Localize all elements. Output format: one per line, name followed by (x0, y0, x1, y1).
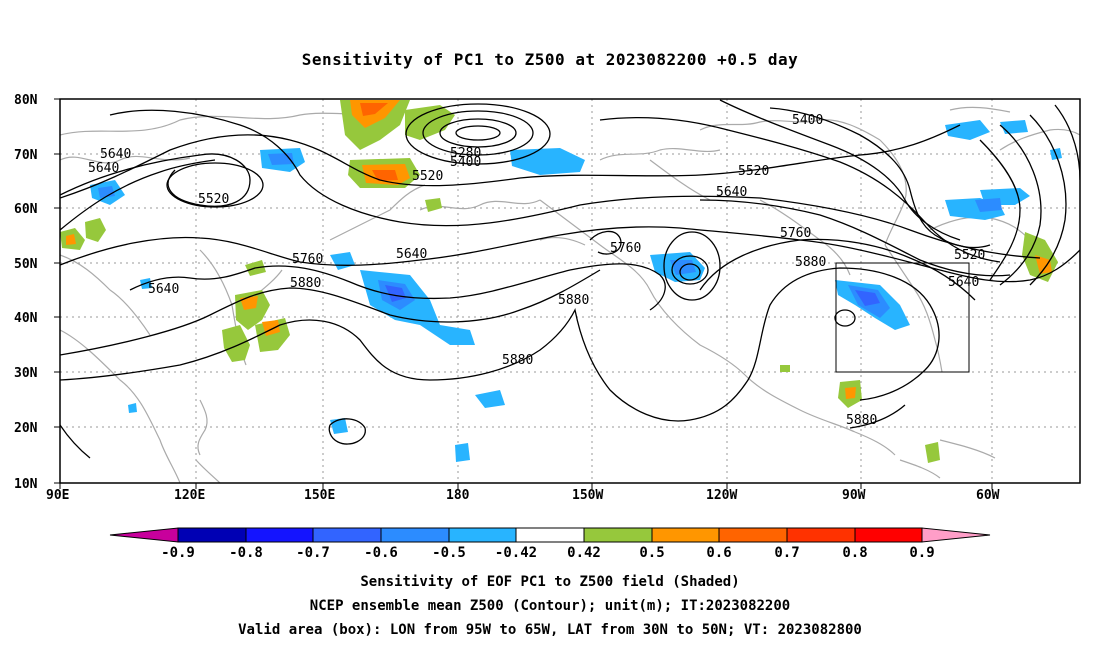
caption-line-2: NCEP ensemble mean Z500 (Contour); unit(… (309, 598, 791, 614)
contour-label: 5640 (88, 161, 119, 176)
lon-label: 120W (706, 488, 737, 503)
colorbar-cell (651, 527, 720, 543)
contour-label: 5640 (716, 185, 747, 200)
colorbar-label: 0.6 (706, 545, 731, 561)
colorbar-label: -0.42 (495, 545, 537, 561)
contour-label: 5640 (148, 282, 179, 297)
lon-label: 90E (46, 488, 69, 503)
contour-label: 5400 (450, 155, 481, 170)
colorbar-label: -0.5 (432, 545, 466, 561)
z500-contours (60, 99, 1080, 459)
contour-label: 5880 (290, 276, 321, 291)
positive-sensitivity-shading (60, 100, 1058, 463)
contour-label: 5520 (954, 248, 985, 263)
contour-label: 5640 (396, 247, 427, 262)
colorbar-label: 0.5 (639, 545, 664, 561)
contour-label: 5280 (450, 146, 481, 161)
longitude-labels: 90E 120E 150E 180 150W 120W 90W 60W (46, 488, 1000, 503)
latitude-labels: 80N 70N 60N 50N 40N 30N 20N 10N (14, 93, 38, 492)
lat-label: 30N (14, 366, 38, 381)
contour-label: 5880 (558, 293, 589, 308)
contour-label: 5760 (610, 241, 641, 256)
colorbar-cell (312, 527, 382, 543)
lat-label: 10N (14, 477, 38, 492)
colorbar-cell (380, 527, 450, 543)
colorbar-cell (854, 527, 923, 543)
colorbar-label: 0.7 (774, 545, 799, 561)
valid-area-box (835, 262, 970, 373)
contour-label: 5520 (738, 164, 769, 179)
colorbar-labels: -0.9 -0.8 -0.7 -0.6 -0.5 -0.42 0.42 0.5 … (161, 545, 935, 561)
contour-label: 5520 (412, 169, 443, 184)
colorbar-cell (245, 527, 314, 543)
map-title: Sensitivity of PC1 to Z500 at 2023082200… (301, 50, 799, 69)
lat-label: 80N (14, 93, 38, 108)
map-frame (59, 98, 1081, 484)
lon-label: 180 (446, 488, 470, 503)
colorbar-label: -0.8 (229, 545, 263, 561)
lon-label: 150W (572, 488, 603, 503)
lon-label: 60W (976, 488, 1000, 503)
contour-label: 5880 (846, 413, 877, 428)
lat-label: 50N (14, 257, 38, 272)
lon-label: 150E (304, 488, 335, 503)
colorbar-cell (109, 527, 179, 543)
contour-label: 5520 (198, 192, 229, 207)
contour-label: 5760 (292, 252, 323, 267)
contour-label: 5640 (948, 275, 979, 290)
colorbar-cell (718, 527, 788, 543)
caption-line-3: Valid area (box): LON from 95W to 65W, L… (238, 622, 862, 638)
contour-label: 5400 (792, 113, 823, 128)
colorbar-label: -0.7 (296, 545, 330, 561)
contour-labels: 5280 5400 5400 5520 5520 5520 5520 5640 … (88, 113, 985, 428)
colorbar-label: 0.42 (567, 545, 601, 561)
contour-label: 5760 (780, 226, 811, 241)
colorbar-cell (177, 527, 247, 543)
caption-line-1: Sensitivity of EOF PC1 to Z500 field (Sh… (360, 574, 740, 590)
negative-sensitivity-shading (90, 120, 1062, 462)
lon-label: 120E (174, 488, 205, 503)
colorbar-label: -0.9 (161, 545, 195, 561)
colorbar-cell (583, 527, 653, 543)
lon-label: 90W (842, 488, 866, 503)
lat-label: 20N (14, 421, 38, 436)
colorbar-label: 0.9 (909, 545, 934, 561)
colorbar (109, 527, 991, 543)
colorbar-cell (921, 527, 991, 543)
colorbar-cell (448, 527, 517, 543)
colorbar-cell (786, 527, 856, 543)
axis-ticks (54, 98, 993, 489)
colorbar-cell (515, 527, 585, 543)
contour-label: 5880 (795, 255, 826, 270)
colorbar-label: 0.8 (842, 545, 867, 561)
lat-label: 60N (14, 202, 38, 217)
colorbar-label: -0.6 (364, 545, 398, 561)
contour-label: 5640 (100, 147, 131, 162)
contour-label: 5880 (502, 353, 533, 368)
lat-label: 70N (14, 148, 38, 163)
lat-label: 40N (14, 311, 38, 326)
